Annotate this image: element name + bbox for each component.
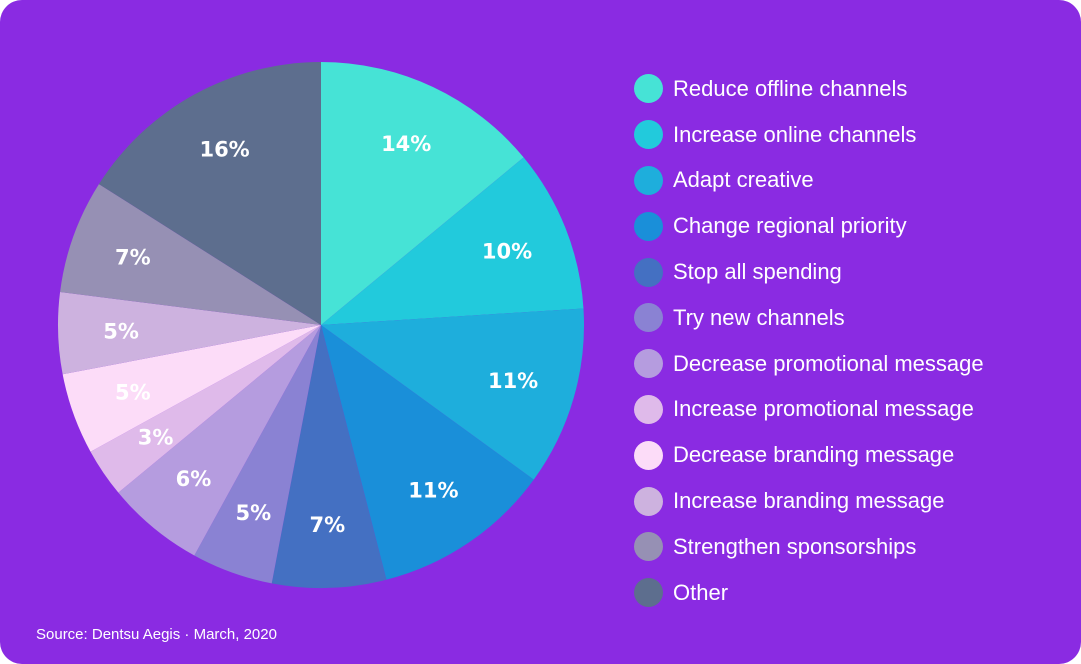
pie-slice-5: [194, 325, 321, 584]
legend-label: Increase online channels: [673, 121, 917, 147]
legend-label: Increase promotional message: [673, 396, 974, 422]
legend-swatch-icon: [634, 440, 663, 470]
legend-label: Decrease branding message: [673, 442, 955, 468]
pie-slice-2: [321, 308, 584, 480]
pie-slice-7: [90, 325, 321, 493]
pie-slice-label-0: 14%: [381, 132, 431, 156]
legend-swatch-icon: [634, 257, 663, 287]
pie-slice-9: [57, 292, 321, 375]
legend-label: Reduce offline channels: [673, 75, 908, 101]
pie-slice-0: [321, 62, 524, 325]
legend-label: Try new channels: [673, 304, 845, 330]
pie-slice-label-9: 5%: [103, 319, 139, 343]
legend-item-5: Try new channels: [634, 295, 984, 341]
legend-swatch-icon: [634, 211, 663, 241]
legend-label: Decrease promotional message: [673, 350, 984, 376]
legend-swatch-icon: [634, 532, 663, 562]
legend-label: Strengthen sponsorships: [673, 533, 917, 559]
pie-chart: 14% 10% 11% 11% 7% 5% 6%3% 5% 5% 7% 16%: [57, 62, 584, 589]
pie-labels: 14% 10% 11% 11% 7% 5% 6%3% 5% 5% 7% 16%: [103, 132, 538, 537]
legend-swatch-icon: [634, 74, 663, 104]
pie-slice-6: [118, 325, 321, 556]
legend-label: Increase branding message: [673, 488, 945, 514]
legend-item-9: Increase branding message: [634, 478, 984, 524]
legend-item-1: Increase online channels: [634, 112, 984, 158]
pie-slice-label-7: 3%: [138, 425, 174, 449]
legend-item-2: Adapt creative: [634, 158, 984, 204]
legend-item-10: Strengthen sponsorships: [634, 524, 984, 570]
legend-label: Change regional priority: [673, 213, 907, 239]
legend: Reduce offline channels Increase online c…: [634, 66, 984, 616]
pie-slice-11: [98, 62, 321, 325]
pie-slice-label-10: 7%: [115, 245, 151, 269]
legend-item-11: Other: [634, 570, 984, 616]
legend-item-0: Reduce offline channels: [634, 66, 984, 112]
pie-slice-10: [60, 184, 321, 325]
pie-slice-label-1: 10%: [482, 239, 532, 263]
legend-swatch-icon: [634, 394, 663, 424]
pie-slice-4: [271, 325, 387, 589]
legend-swatch-icon: [634, 578, 663, 608]
legend-label: Adapt creative: [673, 167, 814, 193]
pie-slice-label-6: 6%: [176, 467, 212, 491]
pie-slices: [57, 62, 584, 589]
pie-slice-label-5: 5%: [235, 501, 271, 525]
legend-label: Other: [673, 579, 729, 605]
legend-item-3: Change regional priority: [634, 203, 984, 249]
legend-swatch-icon: [634, 165, 663, 195]
pie-slice-3: [321, 325, 534, 580]
pie-slice-label-11: 16%: [199, 138, 249, 162]
pie-slice-label-8: 5%: [115, 381, 151, 405]
legend-item-4: Stop all spending: [634, 249, 984, 295]
legend-item-8: Decrease branding message: [634, 432, 984, 478]
legend-label: Stop all spending: [673, 259, 842, 285]
pie-slice-label-2: 11%: [488, 369, 538, 393]
legend-swatch-icon: [634, 486, 663, 516]
legend-swatch-icon: [634, 349, 663, 379]
legend-item-6: Decrease promotional message: [634, 341, 984, 387]
pie-slice-label-4: 7%: [309, 513, 345, 537]
pie-slice-label-3: 11%: [408, 478, 458, 502]
pie-slice-1: [321, 157, 584, 325]
legend-swatch-icon: [634, 120, 663, 150]
pie-slice-8: [62, 325, 321, 452]
source-note: Source: Dentsu Aegis · March, 2020: [36, 626, 277, 643]
legend-item-7: Increase promotional message: [634, 387, 984, 433]
legend-swatch-icon: [634, 303, 663, 333]
